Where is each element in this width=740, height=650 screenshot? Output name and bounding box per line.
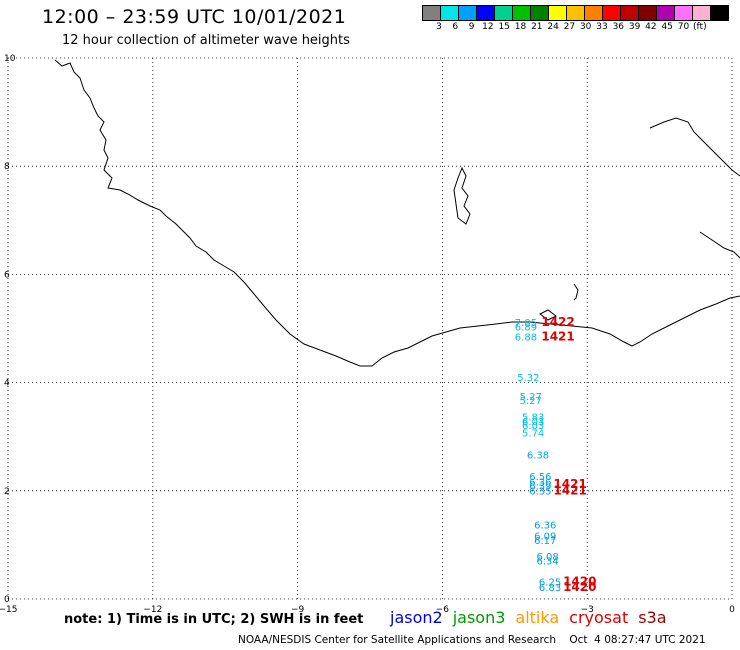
- wave-height-label: 6.56: [529, 472, 551, 483]
- satellite-legend: jason2 jason3 altika cryosat s3a: [390, 608, 677, 627]
- y-tick-label: 4: [4, 379, 10, 389]
- island-near-shore: [539, 309, 557, 321]
- y-tick-label: 8: [4, 162, 10, 172]
- colorbar-label: 6: [452, 22, 459, 32]
- coastline-west-africa: [54, 59, 740, 367]
- wave-height-label: 5.27: [520, 392, 542, 403]
- time-label: 1420: [563, 574, 596, 588]
- wave-height-label: 6.38: [527, 450, 549, 461]
- colorbar-label: 33: [596, 22, 608, 32]
- colorbar-label: 70: [677, 22, 690, 32]
- time-label: 1422: [541, 315, 574, 329]
- wave-height-label: 6.08: [537, 552, 559, 563]
- legend-item-altika: altika: [515, 608, 560, 627]
- wave-height-label: 6.89: [515, 323, 537, 334]
- wave-height-label: 7.05: [515, 318, 537, 329]
- colorbar-label: 36: [612, 22, 625, 32]
- legend-item-jason2: jason2: [390, 608, 443, 627]
- colorbar-label: 9: [468, 22, 475, 32]
- island-fragment: [573, 283, 579, 301]
- map-subtitle: 12 hour collection of altimeter wave hei…: [62, 33, 350, 48]
- wave-observations: 7.056.896.88 5.32 5.275.27 5.836.036.035.74…: [515, 318, 561, 594]
- colorbar-label: (ft): [693, 22, 707, 32]
- wave-height-label: 5.74: [522, 429, 544, 440]
- footer-credit: NOAA/NESDIS Center for Satellite Applica…: [238, 634, 706, 646]
- colorbar-label: 30: [579, 22, 592, 32]
- wave-height-label: 6.09: [534, 531, 556, 542]
- colorbar-label: 3: [436, 22, 442, 32]
- colorbar-labels: 3 6 9 12 15 18 21 24 27 30 33 36 39 42 45 70 (ft): [422, 22, 740, 34]
- wave-height-label: 6.25: [539, 577, 561, 588]
- x-tick-label: 0: [729, 605, 735, 615]
- tick-labels: −15 −12 −9 −6 −3 0 10 8 6 4 2 0: [0, 54, 735, 615]
- footer-note: note: 1) Time is in UTC; 2) SWH is in fe…: [64, 612, 364, 627]
- colorbar-label: 15: [498, 22, 510, 32]
- colorbar-label: 39: [628, 22, 641, 32]
- colorbar-label: 27: [563, 22, 576, 32]
- colorbar-swatch: [710, 5, 729, 21]
- x-tick-label: −12: [143, 605, 162, 615]
- coastline: [54, 59, 740, 367]
- grid-lines: [7, 57, 733, 600]
- y-tick-label: 10: [4, 54, 16, 64]
- coastline-east-mid: [699, 231, 740, 259]
- colorbar-label: 45: [661, 22, 673, 32]
- colorbar-label: 24: [547, 22, 559, 32]
- wave-height-label: 6.34: [537, 556, 559, 567]
- time-label: 1421: [553, 484, 586, 498]
- x-tick-label: −9: [291, 605, 305, 615]
- y-tick-label: 6: [4, 270, 10, 280]
- wave-height-label: 6.36: [534, 521, 556, 532]
- colorbar: [422, 5, 729, 21]
- legend-item-jason3: jason3: [452, 608, 506, 627]
- wave-height-label: 6.35: [529, 487, 551, 498]
- wave-height-label: 6.39: [529, 482, 551, 493]
- wave-height-label: 5.32: [517, 373, 539, 384]
- y-tick-label: 0: [4, 595, 10, 605]
- time-label: 1420: [563, 580, 596, 594]
- wave-height-label: 6.17: [534, 536, 556, 547]
- colorbar-label: 42: [645, 22, 657, 32]
- wave-height-label: 5.27: [520, 396, 542, 407]
- wave-height-label: 6.88: [515, 332, 537, 343]
- x-tick-label: −3: [581, 605, 594, 615]
- wave-height-label: 6.36: [529, 477, 551, 488]
- colorbar-label: 18: [514, 22, 527, 32]
- wave-height-label: 5.83: [522, 412, 544, 423]
- x-tick-label: −6: [436, 605, 450, 615]
- x-tick-label: −15: [0, 605, 18, 615]
- coastline-lake-volta: [453, 166, 471, 225]
- wave-height-label: 6.03: [522, 417, 544, 428]
- colorbar-label: 21: [531, 22, 543, 32]
- legend-item-s3a: s3a: [638, 608, 667, 627]
- y-tick-label: 2: [4, 487, 10, 497]
- map-title: 12:00 – 23:59 UTC 10/01/2021: [42, 6, 347, 28]
- wave-height-label: 6.83: [539, 583, 561, 594]
- time-label: 1421: [553, 477, 586, 491]
- time-label: 1421: [541, 329, 574, 343]
- colorbar-label: 12: [482, 22, 494, 32]
- legend-item-cryosat: cryosat: [569, 608, 629, 627]
- wave-height-label: 6.03: [522, 421, 544, 432]
- coastline-east-top: [649, 117, 740, 177]
